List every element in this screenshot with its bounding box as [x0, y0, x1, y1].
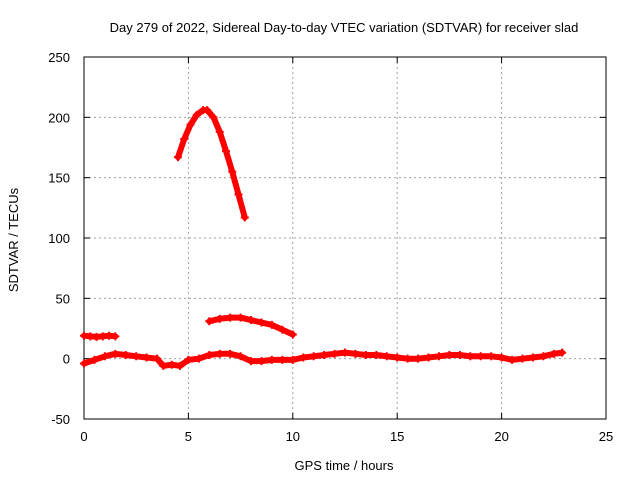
y-tick-label: 0 — [63, 352, 70, 367]
data-point — [539, 352, 548, 361]
data-point — [221, 147, 230, 156]
x-tick-label: 0 — [80, 429, 87, 444]
x-tick-label: 20 — [494, 429, 508, 444]
data-point — [320, 351, 329, 360]
x-tick-label: 10 — [286, 429, 300, 444]
data-point — [361, 351, 370, 360]
data-point — [215, 127, 224, 136]
data-point — [549, 349, 558, 358]
data-point — [111, 349, 120, 358]
data-point — [194, 354, 203, 363]
y-tick-label: 100 — [48, 231, 70, 246]
data-point — [267, 355, 276, 364]
data-point — [434, 352, 443, 361]
chart-title: Day 279 of 2022, Sidereal Day-to-day VTE… — [110, 20, 579, 35]
y-axis-label: SDTVAR / TECUs — [6, 187, 21, 292]
data-point — [518, 354, 527, 363]
data-point — [205, 317, 214, 326]
data-point — [351, 349, 360, 358]
y-tick-label: 200 — [48, 110, 70, 125]
data-point — [372, 351, 381, 360]
data-point — [424, 353, 433, 362]
data-point — [257, 318, 266, 327]
data-point — [209, 113, 218, 122]
data-point — [558, 348, 567, 357]
data-point — [299, 353, 308, 362]
data-point — [192, 110, 201, 119]
data-point — [309, 352, 318, 361]
data-point — [497, 353, 506, 362]
data-point — [159, 361, 168, 370]
data-point — [184, 355, 193, 364]
data-point — [215, 314, 224, 323]
data-point — [90, 355, 99, 364]
data-point — [414, 354, 423, 363]
data-point — [278, 325, 287, 334]
y-tick-label: 150 — [48, 171, 70, 186]
data-point — [288, 355, 297, 364]
data-point — [528, 353, 537, 362]
y-tick-label: -50 — [51, 412, 70, 427]
data-point — [508, 355, 517, 364]
data-point — [153, 354, 162, 363]
data-point — [393, 353, 402, 362]
data-point — [167, 360, 176, 369]
data-point — [180, 135, 189, 144]
series-arc-1 — [80, 331, 120, 341]
data-point — [215, 349, 224, 358]
data-point — [247, 316, 256, 325]
data-point — [226, 349, 235, 358]
series-arc-3 — [205, 313, 297, 339]
data-point — [173, 153, 182, 162]
data-point — [330, 349, 339, 358]
data-point — [205, 351, 214, 360]
series-trace — [175, 107, 248, 221]
x-axis-label: GPS time / hours — [295, 458, 394, 473]
data-point — [257, 357, 266, 366]
data-point — [455, 351, 464, 360]
axis-ticks: 0 5 10 15 20 25 -50 0 50 100 150 200 250 — [48, 50, 613, 444]
data-point — [100, 352, 109, 361]
x-tick-label: 5 — [185, 429, 192, 444]
data-point — [382, 352, 391, 361]
data-point — [80, 359, 88, 368]
data-point — [341, 348, 349, 357]
data-point — [203, 106, 212, 115]
data-point — [445, 351, 454, 360]
data-point — [278, 355, 287, 364]
data-point — [236, 313, 245, 322]
data-point — [487, 352, 496, 361]
y-tick-label: 250 — [48, 50, 70, 65]
data-point — [228, 167, 237, 176]
data-point — [176, 361, 185, 370]
grid-lines — [84, 57, 606, 419]
y-tick-label: 50 — [56, 291, 70, 306]
data-point — [267, 320, 276, 329]
data-point — [476, 352, 485, 361]
data-point — [132, 352, 141, 361]
series-arc-4 — [80, 348, 567, 370]
data-point — [288, 330, 297, 339]
data-point — [403, 354, 412, 363]
data-point — [142, 353, 151, 362]
data-point — [111, 332, 120, 341]
data-series — [80, 106, 567, 370]
data-point — [186, 120, 195, 129]
x-tick-label: 25 — [599, 429, 613, 444]
data-point — [236, 352, 245, 361]
data-point — [234, 190, 243, 199]
x-tick-label: 15 — [390, 429, 404, 444]
data-point — [226, 313, 235, 322]
series-arc-2 — [173, 106, 249, 222]
data-point — [247, 357, 256, 366]
data-point — [240, 213, 249, 222]
data-point — [466, 352, 475, 361]
data-point — [121, 351, 130, 360]
